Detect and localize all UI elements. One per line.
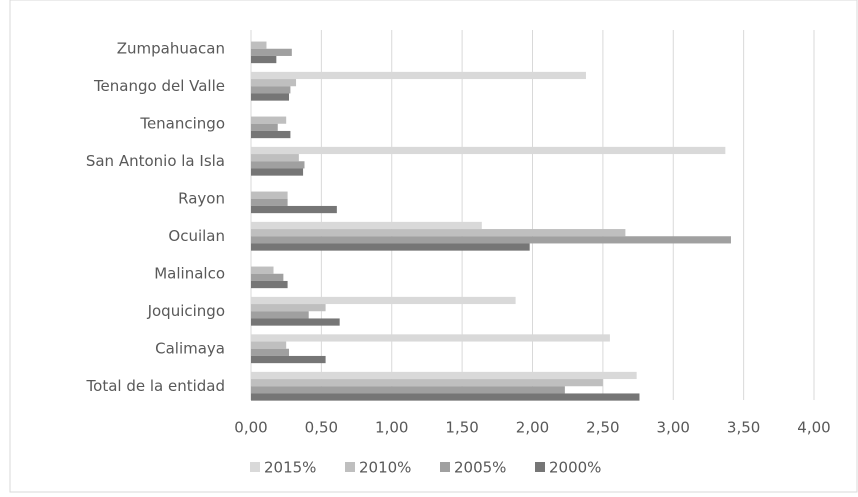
bar xyxy=(251,79,297,87)
y-tick-label: Calimaya xyxy=(155,339,225,357)
bar xyxy=(251,318,340,326)
bar xyxy=(251,229,626,237)
bar xyxy=(251,266,274,274)
bar xyxy=(251,243,530,251)
bar xyxy=(251,116,287,124)
bar xyxy=(251,123,278,131)
x-tick-label: 3,50 xyxy=(727,419,760,437)
bar xyxy=(251,341,287,349)
bar xyxy=(251,41,267,49)
y-tick-label: San Antonio la Isla xyxy=(86,152,225,170)
bar xyxy=(251,311,309,319)
x-tick-label: 2,50 xyxy=(586,419,619,437)
bar xyxy=(251,71,586,80)
bar xyxy=(251,168,304,176)
bar xyxy=(251,280,288,289)
chart-frame xyxy=(9,0,858,493)
y-tick-label: Malinalco xyxy=(154,264,225,282)
y-tick-label: Ocuilan xyxy=(168,227,225,245)
y-tick-label: Joquicingo xyxy=(147,302,225,320)
bar xyxy=(251,154,299,162)
legend-swatch xyxy=(440,462,450,472)
bar xyxy=(251,379,603,387)
legend-swatch xyxy=(345,462,355,472)
x-tick-label: 4,00 xyxy=(797,419,830,437)
legend-label: 2010% xyxy=(359,459,411,477)
bar xyxy=(251,86,291,94)
bar xyxy=(251,273,284,281)
legend-swatch xyxy=(535,462,545,472)
bar xyxy=(251,355,326,364)
bar xyxy=(251,93,290,101)
bar xyxy=(251,348,290,356)
x-tick-label: 2,00 xyxy=(516,419,549,437)
legend-swatch xyxy=(250,462,260,472)
bar xyxy=(251,161,305,169)
bar xyxy=(251,48,292,56)
legend-label: 2015% xyxy=(264,459,316,477)
y-tick-label: Rayon xyxy=(178,189,225,207)
x-tick-label: 0,50 xyxy=(305,419,338,437)
bar xyxy=(251,221,482,230)
x-tick-label: 1,00 xyxy=(375,419,408,437)
bar xyxy=(251,386,565,394)
bar xyxy=(251,146,726,155)
bar xyxy=(251,236,731,244)
bar xyxy=(251,191,288,199)
bar xyxy=(251,55,277,64)
legend-label: 2000% xyxy=(549,459,601,477)
x-tick-label: 1,50 xyxy=(445,419,478,437)
x-tick-label: 0,00 xyxy=(234,419,267,437)
y-tick-label: Total de la entidad xyxy=(86,377,225,395)
bar xyxy=(251,205,337,214)
x-tick-label: 3,00 xyxy=(657,419,690,437)
bar xyxy=(251,304,326,312)
y-tick-label: Tenancingo xyxy=(139,114,225,132)
bar xyxy=(251,296,516,305)
bar xyxy=(251,334,610,342)
legend-label: 2005% xyxy=(454,459,506,477)
bar xyxy=(251,393,640,401)
bar xyxy=(251,130,291,139)
bar xyxy=(251,371,637,380)
y-tick-label: Tenango del Valle xyxy=(93,77,225,95)
y-tick-label: Zumpahuacan xyxy=(117,39,225,57)
bar xyxy=(251,198,288,206)
